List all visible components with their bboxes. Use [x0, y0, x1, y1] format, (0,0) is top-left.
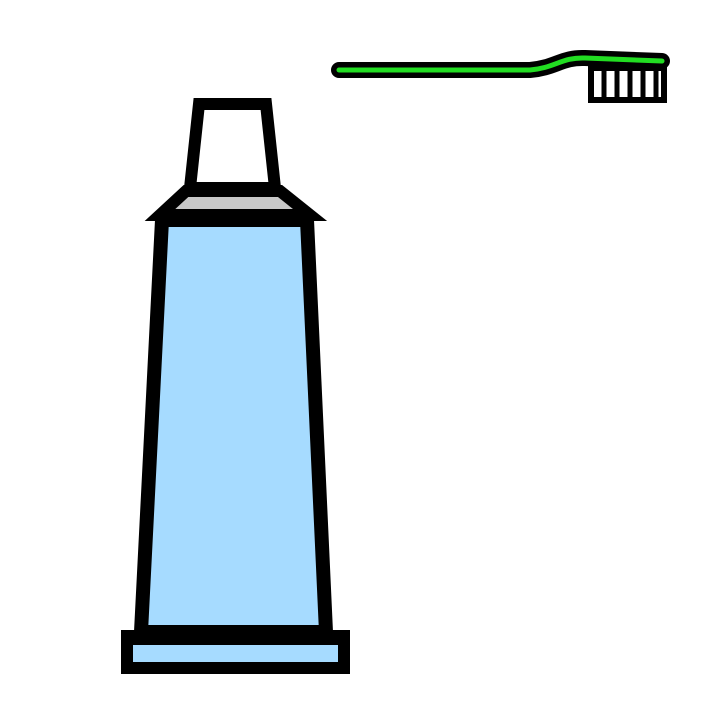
toothpaste-tube-icon — [121, 98, 350, 674]
tube-neck — [144, 185, 328, 221]
toothbrush-handle — [336, 55, 665, 73]
toothbrush-icon — [331, 49, 670, 103]
tube-cap — [183, 98, 282, 194]
toothbrush-bristles — [588, 65, 667, 103]
tube-body — [133, 213, 334, 639]
